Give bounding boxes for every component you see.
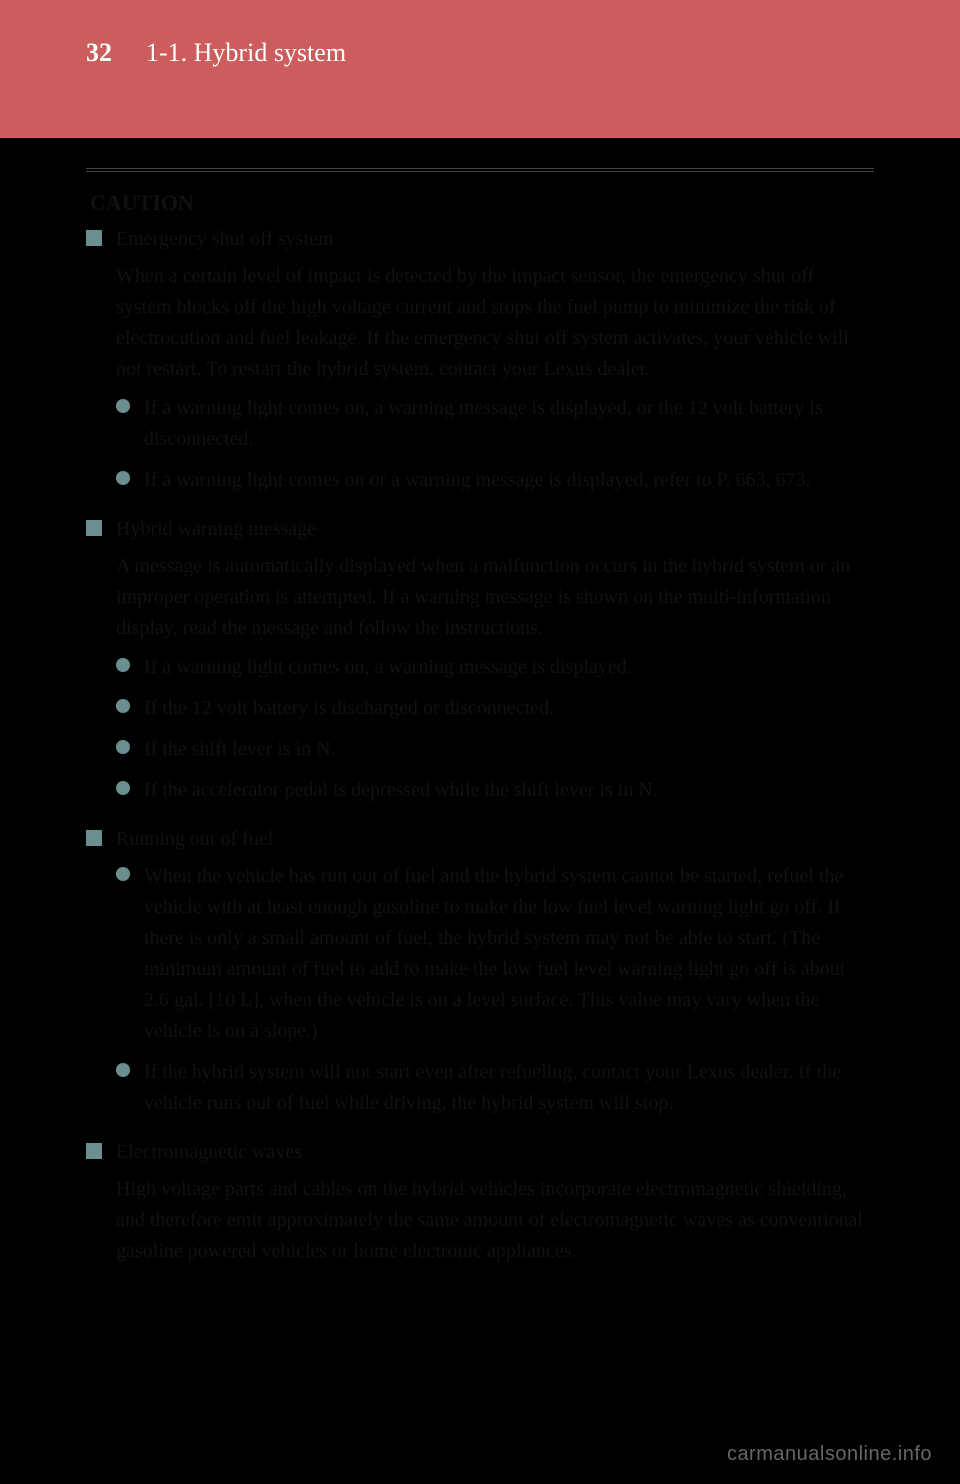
bullet-text: If a warning light comes on, a warning m… [144,393,874,455]
page-number: 32 [86,38,142,68]
bullet-text: If the accelerator pedal is depressed wh… [144,775,658,806]
page: 32 1-1. Hybrid system CAUTION Emergency … [0,0,960,1484]
list-item: If the hybrid system will not start even… [116,1057,874,1119]
content-area: CAUTION Emergency shut off system When a… [0,138,960,1267]
square-icon [86,1143,102,1159]
bullet-icon [116,699,130,713]
bullet-icon [116,471,130,485]
bullet-list: If a warning light comes on, a warning m… [86,652,874,806]
section: Hybrid warning message A message is auto… [86,516,874,806]
bullet-list: When the vehicle has run out of fuel and… [86,861,874,1119]
bullet-text: If the 12 volt battery is discharged or … [144,693,554,724]
bullet-icon [116,867,130,881]
bullet-text: If the hybrid system will not start even… [144,1057,874,1119]
list-item: If a warning light comes on or a warning… [116,465,874,496]
caution-label: CAUTION [86,190,874,216]
section-body: When a certain level of impact is detect… [86,261,874,385]
bullet-text: When the vehicle has run out of fuel and… [144,861,874,1047]
section-title: Emergency shut off system [116,226,334,253]
bullet-text: If a warning light comes on or a warning… [144,465,811,496]
caution-box: CAUTION Emergency shut off system When a… [86,168,874,1267]
section-body: A message is automatically displayed whe… [86,551,874,644]
bullet-list: If a warning light comes on, a warning m… [86,393,874,496]
bullet-icon [116,740,130,754]
bullet-icon [116,1063,130,1077]
bullet-icon [116,658,130,672]
section: Running out of fuel When the vehicle has… [86,826,874,1119]
bullet-text: If the shift lever is in N. [144,734,336,765]
list-item: When the vehicle has run out of fuel and… [116,861,874,1047]
section-title: Electromagnetic waves [116,1139,302,1166]
watermark: carmanualsonline.info [727,1443,932,1466]
bullet-icon [116,399,130,413]
section-head: Emergency shut off system [86,226,874,253]
list-item: If the 12 volt battery is discharged or … [116,693,874,724]
list-item: If a warning light comes on, a warning m… [116,393,874,455]
bullet-icon [116,781,130,795]
list-item: If the accelerator pedal is depressed wh… [116,775,874,806]
square-icon [86,830,102,846]
section: Electromagnetic waves High voltage parts… [86,1139,874,1267]
section: Emergency shut off system When a certain… [86,226,874,496]
section-head: Running out of fuel [86,826,874,853]
square-icon [86,520,102,536]
section-title: Running out of fuel [116,826,273,853]
square-icon [86,230,102,246]
list-item: If the shift lever is in N. [116,734,874,765]
bullet-text: If a warning light comes on, a warning m… [144,652,632,683]
section-head: Electromagnetic waves [86,1139,874,1166]
section-head: Hybrid warning message [86,516,874,543]
section-body: High voltage parts and cables on the hyb… [86,1174,874,1267]
header-title: 1-1. Hybrid system [146,38,346,67]
list-item: If a warning light comes on, a warning m… [116,652,874,683]
section-title: Hybrid warning message [116,516,316,543]
page-header: 32 1-1. Hybrid system [0,0,960,138]
